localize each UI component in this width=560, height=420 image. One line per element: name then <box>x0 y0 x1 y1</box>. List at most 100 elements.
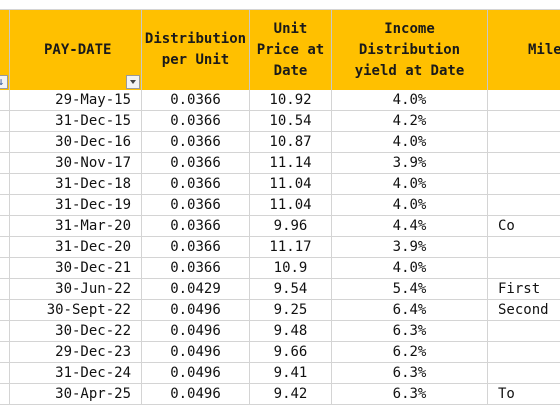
header-income-yield[interactable]: Income Distribution yield at Date <box>332 10 488 90</box>
header-distribution-label: Distribution per Unit <box>144 31 247 68</box>
unit-price-cell[interactable]: 10.87 <box>250 132 332 152</box>
milestone-cell[interactable] <box>488 174 560 194</box>
milestone-cell[interactable] <box>488 153 560 173</box>
row-edge-cell[interactable] <box>0 363 10 383</box>
row-edge-cell[interactable] <box>0 174 10 194</box>
distribution-cell[interactable]: 0.0366 <box>142 132 250 152</box>
distribution-cell[interactable]: 0.0496 <box>142 342 250 362</box>
pay-date-cell[interactable]: 31-Dec-15 <box>10 111 142 131</box>
header-unit-price[interactable]: Unit Price at Date <box>250 10 332 90</box>
distribution-cell[interactable]: 0.0366 <box>142 258 250 278</box>
unit-price-cell[interactable]: 9.54 <box>250 279 332 299</box>
unit-price-cell[interactable]: 9.96 <box>250 216 332 236</box>
distribution-cell[interactable]: 0.0366 <box>142 216 250 236</box>
header-milestone[interactable]: Mile <box>488 10 560 90</box>
row-edge-cell[interactable] <box>0 321 10 341</box>
unit-price-cell[interactable]: 9.66 <box>250 342 332 362</box>
row-edge-cell[interactable] <box>0 195 10 215</box>
header-pay-date[interactable]: PAY-DATE <box>10 10 142 90</box>
header-distribution[interactable]: Distribution per Unit <box>142 10 250 90</box>
milestone-cell[interactable] <box>488 342 560 362</box>
row-edge-cell[interactable] <box>0 384 10 404</box>
pay-date-cell[interactable]: 30-Jun-22 <box>10 279 142 299</box>
pay-date-cell[interactable]: 31-Dec-24 <box>10 363 142 383</box>
unit-price-cell[interactable]: 10.54 <box>250 111 332 131</box>
row-edge-cell[interactable] <box>0 279 10 299</box>
unit-price-cell[interactable]: 11.17 <box>250 237 332 257</box>
unit-price-cell[interactable]: 11.14 <box>250 153 332 173</box>
unit-price-cell[interactable]: 11.04 <box>250 195 332 215</box>
pay-date-cell[interactable]: 31-Dec-18 <box>10 174 142 194</box>
distribution-cell[interactable]: 0.0496 <box>142 300 250 320</box>
unit-price-cell[interactable]: 11.04 <box>250 174 332 194</box>
pay-date-cell[interactable]: 30-Sept-22 <box>10 300 142 320</box>
milestone-cell[interactable] <box>488 90 560 110</box>
milestone-cell[interactable]: Co <box>498 218 515 234</box>
milestone-cell[interactable] <box>488 363 560 383</box>
income-yield-cell[interactable]: 6.3% <box>332 363 488 383</box>
income-yield-cell[interactable]: 6.3% <box>332 321 488 341</box>
unit-price-cell[interactable]: 9.41 <box>250 363 332 383</box>
row-edge-cell[interactable] <box>0 90 10 110</box>
income-yield-cell[interactable]: 6.4% <box>332 300 488 320</box>
distribution-cell[interactable]: 0.0496 <box>142 321 250 341</box>
income-yield-cell[interactable]: 4.4% <box>332 216 488 236</box>
distribution-cell[interactable]: 0.0429 <box>142 279 250 299</box>
row-edge-cell[interactable] <box>0 111 10 131</box>
filter-dropdown-icon[interactable] <box>126 75 140 89</box>
income-yield-cell[interactable]: 6.2% <box>332 342 488 362</box>
distribution-cell[interactable]: 0.0366 <box>142 195 250 215</box>
row-edge-cell[interactable] <box>0 342 10 362</box>
milestone-cell[interactable]: Second <box>498 302 549 318</box>
income-yield-cell[interactable]: 6.3% <box>332 384 488 404</box>
filter-sort-icon[interactable]: ↓ <box>0 75 8 89</box>
milestone-cell[interactable] <box>488 132 560 152</box>
pay-date-cell[interactable]: 31-Dec-19 <box>10 195 142 215</box>
income-yield-cell[interactable]: 3.9% <box>332 237 488 257</box>
row-edge-cell[interactable] <box>0 237 10 257</box>
table-row: 31-Dec-18 0.0366 11.04 4.0% <box>0 174 560 195</box>
pay-date-cell[interactable]: 30-Apr-25 <box>10 384 142 404</box>
row-edge-cell[interactable] <box>0 258 10 278</box>
pay-date-cell[interactable]: 30-Dec-22 <box>10 321 142 341</box>
milestone-cell[interactable] <box>488 321 560 341</box>
row-edge-cell[interactable] <box>0 216 10 236</box>
income-yield-cell[interactable]: 4.2% <box>332 111 488 131</box>
unit-price-cell[interactable]: 10.92 <box>250 90 332 110</box>
milestone-cell[interactable] <box>488 258 560 278</box>
row-edge-cell[interactable] <box>0 300 10 320</box>
income-yield-cell[interactable]: 4.0% <box>332 174 488 194</box>
pay-date-cell[interactable]: 30-Nov-17 <box>10 153 142 173</box>
distribution-cell[interactable]: 0.0496 <box>142 384 250 404</box>
income-yield-cell[interactable]: 4.0% <box>332 258 488 278</box>
milestone-cell[interactable]: To <box>498 386 515 402</box>
distribution-cell[interactable]: 0.0366 <box>142 90 250 110</box>
milestone-cell[interactable] <box>488 195 560 215</box>
pay-date-cell[interactable]: 31-Dec-20 <box>10 237 142 257</box>
pay-date-cell[interactable]: 30-Dec-21 <box>10 258 142 278</box>
milestone-cell[interactable] <box>488 237 560 257</box>
pay-date-cell[interactable]: 31-Mar-20 <box>10 216 142 236</box>
distribution-cell[interactable]: 0.0496 <box>142 363 250 383</box>
income-yield-cell[interactable]: 3.9% <box>332 153 488 173</box>
row-edge-cell[interactable] <box>0 153 10 173</box>
income-yield-cell[interactable]: 4.0% <box>332 132 488 152</box>
income-yield-cell[interactable]: 4.0% <box>332 90 488 110</box>
header-cell-left-edge[interactable]: ↓ <box>0 10 10 90</box>
distribution-cell[interactable]: 0.0366 <box>142 174 250 194</box>
income-yield-cell[interactable]: 5.4% <box>332 279 488 299</box>
unit-price-cell[interactable]: 9.25 <box>250 300 332 320</box>
unit-price-cell[interactable]: 10.9 <box>250 258 332 278</box>
milestone-cell[interactable] <box>488 111 560 131</box>
row-edge-cell[interactable] <box>0 132 10 152</box>
pay-date-cell[interactable]: 30-Dec-16 <box>10 132 142 152</box>
income-yield-cell[interactable]: 4.0% <box>332 195 488 215</box>
distribution-cell[interactable]: 0.0366 <box>142 153 250 173</box>
unit-price-cell[interactable]: 9.42 <box>250 384 332 404</box>
pay-date-cell[interactable]: 29-May-15 <box>10 90 142 110</box>
distribution-cell[interactable]: 0.0366 <box>142 111 250 131</box>
pay-date-cell[interactable]: 29-Dec-23 <box>10 342 142 362</box>
unit-price-cell[interactable]: 9.48 <box>250 321 332 341</box>
distribution-cell[interactable]: 0.0366 <box>142 237 250 257</box>
milestone-cell[interactable]: First <box>498 281 541 297</box>
